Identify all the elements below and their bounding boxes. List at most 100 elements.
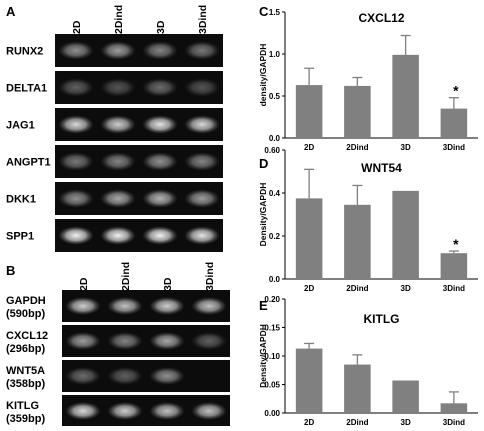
chart-title: KITLG [364,312,400,326]
panel-b-letter: B [6,263,15,278]
gel-band [100,78,136,97]
b-lane-label: 3D [162,277,174,291]
y-tick-label: 0.2 [269,232,281,241]
panel-a-letter: A [6,4,16,19]
bar [392,190,419,279]
y-tick-label: 0.05 [264,381,280,390]
gel-band [191,297,227,315]
y-tick-label: 1.5 [269,8,281,17]
bar [440,403,468,413]
gene-label: KITLG [6,400,39,412]
bar [392,380,419,413]
amplicon-size-label: (359bp) [6,413,45,425]
gel-band [100,189,136,208]
chart-letter: D [259,156,268,171]
gel-band [100,41,136,60]
gel-band [149,332,185,350]
gene-label: GAPDH [6,295,46,307]
gel-band [184,152,220,171]
a-lane-label: 3D [155,20,167,34]
significance-marker: * [453,83,459,99]
a-lane-label: 2D [71,20,83,34]
gel-band [65,402,101,420]
x-tick-label: 2D [304,418,314,426]
bar [344,204,371,279]
amplicon-size-label: (590bp) [6,308,45,320]
bar [344,364,371,413]
gel-band [65,332,101,350]
gene-label: CXCL12 [6,330,48,342]
b-gel-row: GAPDH(590bp) [6,290,230,322]
chart-title: CXCL12 [358,11,404,25]
a-lane-label: 2Dind [113,5,125,34]
gel-band [107,332,143,350]
b-gel-row: KITLG(359bp) [6,395,230,427]
amplicon-size-label: (296bp) [6,343,45,355]
gel-band [184,115,220,134]
gene-label: JAG1 [6,120,35,132]
y-tick-label: 0.10 [264,352,280,361]
y-tick-label: 0.0 [269,275,281,284]
chart-letter: E [259,298,268,313]
y-tick-label: 0.20 [264,295,280,304]
gel-band [65,297,101,315]
y-axis-label: density/GAPDH [258,44,268,107]
gel-band [100,226,136,245]
b-lane-label: 2Dind [120,262,132,291]
gel-band [142,115,178,134]
x-tick-label: 2Dind [346,284,368,293]
gene-label: RUNX2 [6,46,43,58]
x-tick-label: 2D [304,284,314,293]
x-tick-label: 3Dind [443,143,465,152]
gel-band [58,41,94,60]
gel-band [58,226,94,245]
b-gel-row: WNT5A(358bp) [6,360,230,392]
gel-band [149,297,185,315]
panel-b-gel: B 2D 2Dind 3D 3Dind GAPDH(590bp)CXCL12(296b… [6,262,230,427]
x-tick-label: 3D [401,418,411,426]
gel-band [107,297,143,315]
bar [392,54,419,139]
x-tick-label: 3Dind [443,284,465,293]
gene-label: SPP1 [6,231,34,243]
gel-band [149,367,185,385]
gel-band [184,41,220,60]
amplicon-size-label: (358bp) [6,378,45,390]
gene-label: WNT5A [6,365,45,377]
x-tick-label: 3Dind [443,418,465,426]
y-tick-label: 0.4 [269,189,281,198]
a-gel-row: JAG1 [6,108,223,141]
gel-band [58,115,94,134]
gel-band [58,78,94,97]
a-lane-label: 3Dind [197,5,209,34]
gene-label: DELTA1 [6,83,47,95]
chart-d: D WNT54 Density/GAPDH 0.0 0.2 0.4 0.60 2D 2Dind 3… [258,146,478,293]
chart-title: WNT54 [361,161,402,175]
y-axis-label: Density/GAPDH [258,183,268,247]
chart-e: E KITLG Density/GAPDH 0.00 0.05 0.10 0.15 0.20 2… [258,295,478,427]
bar [440,108,468,138]
gel-band [100,115,136,134]
y-tick-label: 0.0 [269,134,281,143]
bar [295,198,323,279]
y-tick-label: 0.60 [264,146,280,155]
y-tick-label: 1.0 [269,50,281,59]
x-tick-label: 2Dind [346,418,368,426]
gel-band [191,402,227,420]
gel-band [191,332,227,350]
gel-band [107,402,143,420]
a-gel-row: DELTA1 [6,71,223,104]
gel-band [100,152,136,171]
chart-letter: C [259,4,269,19]
a-gel-row: ANGPT1 [6,145,223,178]
y-tick-label: 0.15 [264,324,280,333]
x-tick-label: 3D [401,284,411,293]
gel-band [142,78,178,97]
y-tick-label: 0.5 [269,92,281,101]
gel-band [184,226,220,245]
a-gel-row: RUNX2 [6,34,223,67]
gene-label: ANGPT1 [6,157,51,169]
gel-band [142,152,178,171]
gel-band [142,41,178,60]
